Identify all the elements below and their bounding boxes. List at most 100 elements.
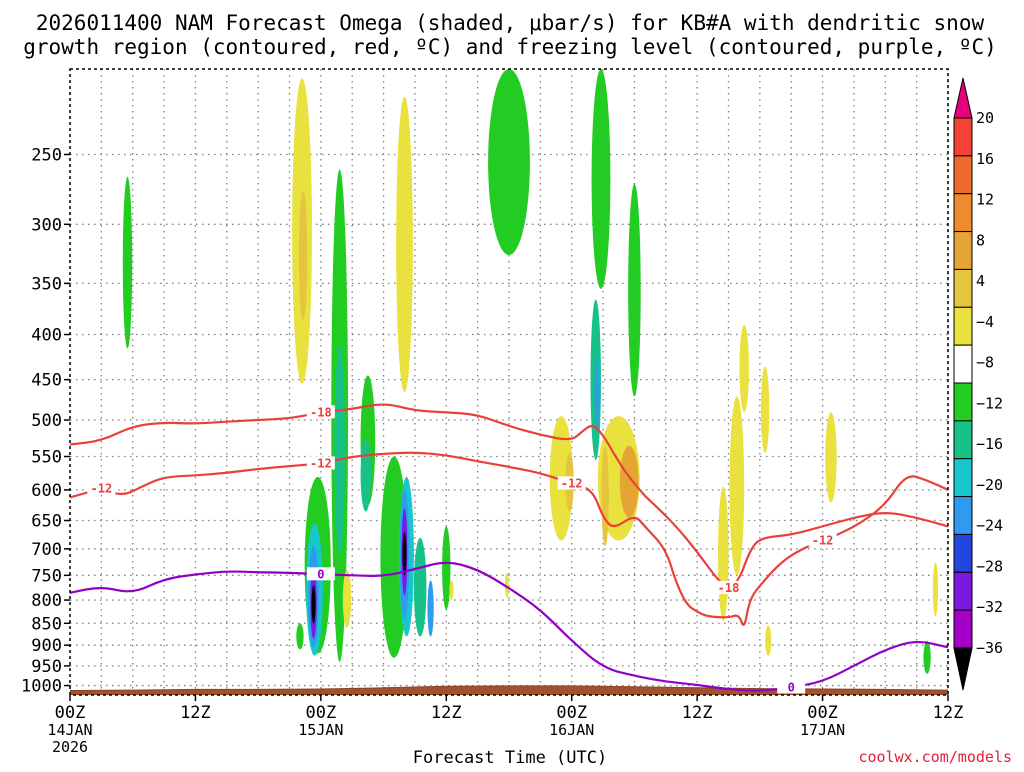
x-tick-label: 12Z: [431, 703, 462, 723]
omega-cell: [765, 625, 772, 656]
colorbar-box: [953, 155, 973, 195]
contour-label: 0: [788, 680, 795, 694]
x-axis-label: Forecast Time (UTC): [413, 748, 607, 768]
contour-label: -12: [310, 456, 332, 470]
omega-cell: [619, 445, 639, 518]
y-axis-ticks: 2503003504004505005506006507007508008509…: [21, 145, 70, 697]
y-tick-label: 250: [31, 145, 62, 165]
contour-label-bg: [306, 456, 335, 470]
colorbar-label: −16: [976, 435, 1003, 453]
colorbar-label: 4: [976, 272, 985, 290]
y-tick-label: 750: [31, 566, 62, 586]
colorbar-label: −28: [976, 557, 1003, 575]
omega-cell: [825, 412, 837, 503]
colorbar-label: 8: [976, 231, 985, 249]
omega-cell: [504, 572, 509, 598]
omega-cell: [601, 445, 609, 547]
colorbar-box: [953, 344, 973, 384]
plot-frame: [69, 68, 949, 696]
x-tick-label: 00Z: [55, 703, 86, 723]
colorbar-label: 12: [976, 191, 994, 209]
colorbar-label: −24: [976, 517, 1003, 535]
contour-label: -12: [812, 534, 834, 548]
omega-cell: [603, 0, 613, 4]
y-tick-label: 900: [31, 636, 62, 656]
y-tick-label: 450: [31, 371, 62, 391]
omega-cell: [360, 438, 372, 512]
colorbar-box: [953, 420, 973, 460]
x-tick-label: 12Z: [933, 703, 964, 723]
colorbar-box: [953, 496, 973, 535]
omega-cell: [594, 357, 599, 432]
colorbar-box: [953, 533, 973, 573]
omega-cell: [296, 623, 304, 650]
omega-cell: [449, 580, 454, 601]
contour-label-bg: [306, 567, 335, 581]
contour-label: -12: [91, 482, 113, 496]
omega-cell: [739, 324, 749, 413]
omega-cell: [729, 396, 745, 576]
colorbar-box: [953, 306, 973, 346]
omega-shading: [122, 0, 939, 674]
colorbar-box: [953, 231, 973, 270]
omega-cell: [923, 640, 931, 674]
x-tick-label: 12Z: [682, 703, 713, 723]
contour-label-bg: [87, 481, 116, 495]
colorbar-label: −20: [976, 476, 1003, 494]
terrain-fill: [70, 685, 948, 695]
contour-label-bg: [808, 533, 837, 547]
omega-cell: [932, 562, 939, 617]
colorbar-top-arrow: [953, 77, 973, 119]
colorbar-bottom-arrow: [953, 647, 973, 691]
terrain-surface: [70, 685, 948, 695]
omega-cell: [442, 526, 451, 610]
colorbar-label: −36: [976, 639, 1003, 657]
y-tick-label: 600: [31, 481, 62, 501]
dgz-bottom-line: [70, 451, 948, 626]
y-tick-label: 850: [31, 614, 62, 634]
colorbar-label: 16: [976, 150, 994, 168]
colorbar-box: [953, 117, 973, 157]
omega-cell: [413, 537, 427, 637]
x-tick-date: 17JAN: [800, 721, 845, 739]
omega-cell: [628, 183, 641, 397]
omega-cell: [298, 190, 308, 320]
colorbar: 20 16 12 8 4 −4 −8 −12 −16 −20 −24 −28 −32 −36: [953, 77, 1003, 691]
colorbar-label: −32: [976, 598, 1003, 616]
x-tick-date: 15JAN: [298, 721, 343, 739]
omega-cell: [380, 456, 408, 658]
dgz-top-line: [70, 403, 948, 588]
colorbar-box: [953, 268, 973, 308]
colorbar-label: −8: [976, 354, 994, 372]
y-tick-label: 950: [31, 657, 62, 677]
x-tick-date: 16JAN: [549, 721, 594, 739]
y-tick-label: 650: [31, 512, 62, 532]
x-tick-label: 00Z: [305, 703, 336, 723]
y-tick-label: 400: [31, 326, 62, 346]
x-tick-label: 00Z: [807, 703, 838, 723]
colorbar-box: [953, 609, 973, 649]
chart-title-line1: 2026011400 NAM Forecast Omega (shaded, μ…: [36, 11, 985, 35]
contour-label-bg: [714, 580, 743, 594]
y-tick-label: 800: [31, 591, 62, 611]
omega-cell: [718, 486, 729, 622]
chart-title-line2: growth region (contoured, red, ºC) and f…: [23, 35, 997, 59]
omega-cell: [334, 343, 345, 555]
y-tick-label: 500: [31, 411, 62, 431]
contour-label-bg: [777, 680, 806, 694]
omega-cell: [427, 580, 434, 637]
freezing-level-line: [70, 561, 948, 692]
colorbar-box: [953, 458, 973, 498]
omega-cell: [122, 176, 133, 349]
contour-label: 0: [317, 567, 324, 581]
y-tick-label: 1000: [21, 677, 62, 697]
x-tick-year: 2026: [52, 738, 88, 756]
omega-cell: [760, 366, 770, 454]
contour-label-bg: [557, 476, 586, 490]
colorbar-label: −12: [976, 394, 1003, 412]
colorbar-box: [953, 193, 973, 233]
omega-cell: [591, 69, 611, 289]
omega-cell: [311, 585, 316, 624]
